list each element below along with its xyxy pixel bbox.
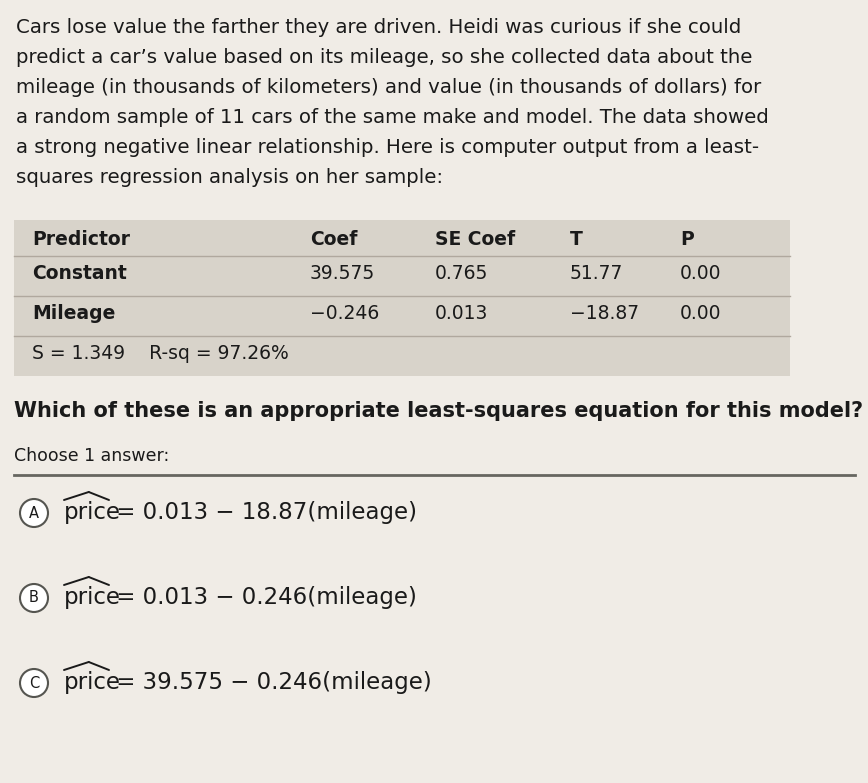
Text: 51.77: 51.77 [570,264,623,283]
Text: price: price [64,586,121,609]
Text: mileage (in thousands of kilometers) and value (in thousands of dollars) for: mileage (in thousands of kilometers) and… [16,78,761,97]
FancyBboxPatch shape [14,220,790,376]
Circle shape [20,499,48,527]
Text: Constant: Constant [32,264,127,283]
Text: squares regression analysis on her sample:: squares regression analysis on her sampl… [16,168,443,187]
Text: a random sample of 11 cars of the same make and model. The data showed: a random sample of 11 cars of the same m… [16,108,769,127]
Text: 0.00: 0.00 [680,304,721,323]
Text: A: A [29,506,39,521]
Text: Which of these is an appropriate least-squares equation for this model?: Which of these is an appropriate least-s… [14,401,863,421]
Circle shape [20,584,48,612]
Text: = 39.575 − 0.246(mileage): = 39.575 − 0.246(mileage) [109,671,431,694]
Text: Coef: Coef [310,230,358,249]
Text: = 0.013 − 0.246(mileage): = 0.013 − 0.246(mileage) [109,586,417,609]
Text: Cars lose value the farther they are driven. Heidi was curious if she could: Cars lose value the farther they are dri… [16,18,741,37]
Text: predict a car’s value based on its mileage, so she collected data about the: predict a car’s value based on its milea… [16,48,753,67]
Text: Predictor: Predictor [32,230,130,249]
Text: a strong negative linear relationship. Here is computer output from a least-: a strong negative linear relationship. H… [16,138,760,157]
Text: C: C [29,676,39,691]
Text: 0.00: 0.00 [680,264,721,283]
Text: P: P [680,230,694,249]
Text: = 0.013 − 18.87(mileage): = 0.013 − 18.87(mileage) [109,501,417,524]
Text: 0.013: 0.013 [435,304,489,323]
Text: S = 1.349    R-sq = 97.26%: S = 1.349 R-sq = 97.26% [32,344,289,363]
Text: −18.87: −18.87 [570,304,639,323]
Text: B: B [29,590,39,605]
Text: 0.765: 0.765 [435,264,489,283]
Text: 39.575: 39.575 [310,264,375,283]
Text: price: price [64,501,121,524]
Text: Mileage: Mileage [32,304,115,323]
Text: price: price [64,671,121,694]
Text: Choose 1 answer:: Choose 1 answer: [14,447,169,465]
Text: T: T [570,230,583,249]
Text: SE Coef: SE Coef [435,230,515,249]
Circle shape [20,669,48,697]
Text: −0.246: −0.246 [310,304,379,323]
